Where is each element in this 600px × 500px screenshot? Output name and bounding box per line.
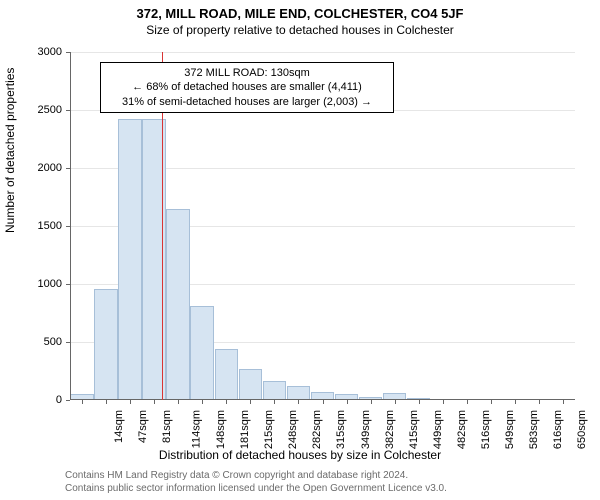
xtick-mark <box>130 400 131 404</box>
ytick-label: 2500 <box>22 104 62 116</box>
xtick-label: 181sqm <box>239 410 251 449</box>
xtick-label: 282sqm <box>312 410 324 449</box>
xtick-label: 349sqm <box>360 410 372 449</box>
annotation-line: ← 68% of detached houses are smaller (4,… <box>107 80 387 94</box>
xtick-mark <box>226 400 227 404</box>
xtick-label: 449sqm <box>432 410 444 449</box>
ytick-label: 0 <box>22 394 62 406</box>
footer-line-2: Contains public sector information licen… <box>65 483 447 494</box>
xtick-mark <box>250 400 251 404</box>
histogram-bar <box>94 289 118 400</box>
xtick-mark <box>419 400 420 404</box>
histogram-bar <box>287 386 311 400</box>
annotation-line: 31% of semi-detached houses are larger (… <box>107 95 387 109</box>
chart-container: 372, MILL ROAD, MILE END, COLCHESTER, CO… <box>0 0 600 500</box>
histogram-bar <box>263 381 287 400</box>
histogram-bar <box>215 349 239 400</box>
xtick-label: 248sqm <box>287 410 299 449</box>
xtick-mark <box>515 400 516 404</box>
xtick-label: 315sqm <box>336 410 348 449</box>
xtick-mark <box>202 400 203 404</box>
footer-line-1: Contains HM Land Registry data © Crown c… <box>65 470 408 481</box>
xtick-mark <box>178 400 179 404</box>
xtick-mark <box>274 400 275 404</box>
xtick-label: 482sqm <box>456 410 468 449</box>
ytick-label: 1500 <box>22 220 62 232</box>
xtick-label: 650sqm <box>576 410 588 449</box>
annotation-line: 372 MILL ROAD: 130sqm <box>107 66 387 80</box>
ytick-label: 2000 <box>22 162 62 174</box>
xtick-label: 215sqm <box>263 410 275 449</box>
grid-line <box>70 52 575 53</box>
histogram-bar <box>166 209 190 400</box>
xtick-label: 616sqm <box>552 410 564 449</box>
footer-text: Contains HM Land Registry data © Crown c… <box>65 470 447 495</box>
xtick-mark <box>491 400 492 404</box>
xtick-mark <box>154 400 155 404</box>
xtick-label: 583sqm <box>528 410 540 449</box>
xtick-label: 382sqm <box>384 410 396 449</box>
xtick-mark <box>395 400 396 404</box>
y-axis-label: Number of detached properties <box>3 68 17 233</box>
chart-title: 372, MILL ROAD, MILE END, COLCHESTER, CO… <box>0 0 600 21</box>
xtick-mark <box>467 400 468 404</box>
xtick-mark <box>347 400 348 404</box>
histogram-bar <box>118 119 142 400</box>
ytick-label: 3000 <box>22 46 62 58</box>
chart-subtitle: Size of property relative to detached ho… <box>0 21 600 37</box>
histogram-bar <box>190 306 214 400</box>
xtick-mark <box>323 400 324 404</box>
xtick-mark <box>563 400 564 404</box>
xtick-mark <box>443 400 444 404</box>
xtick-mark <box>371 400 372 404</box>
xtick-label: 549sqm <box>504 410 516 449</box>
xtick-label: 148sqm <box>215 410 227 449</box>
ytick-mark <box>66 400 70 401</box>
xtick-label: 114sqm <box>190 410 202 448</box>
xtick-label: 14sqm <box>113 410 125 443</box>
y-axis-line <box>70 52 71 400</box>
xtick-label: 47sqm <box>137 410 149 443</box>
xtick-mark <box>539 400 540 404</box>
xtick-mark <box>82 400 83 404</box>
x-axis-line <box>70 399 575 400</box>
xtick-label: 516sqm <box>480 410 492 449</box>
xtick-mark <box>298 400 299 404</box>
annotation-box: 372 MILL ROAD: 130sqm← 68% of detached h… <box>100 62 394 113</box>
ytick-label: 1000 <box>22 278 62 290</box>
histogram-bar <box>239 369 263 400</box>
x-axis-label: Distribution of detached houses by size … <box>0 448 600 462</box>
plot-area: 05001000150020002500300014sqm47sqm81sqm1… <box>70 52 575 400</box>
ytick-label: 500 <box>22 336 62 348</box>
xtick-mark <box>106 400 107 404</box>
xtick-label: 415sqm <box>408 410 420 449</box>
xtick-label: 81sqm <box>161 410 173 443</box>
